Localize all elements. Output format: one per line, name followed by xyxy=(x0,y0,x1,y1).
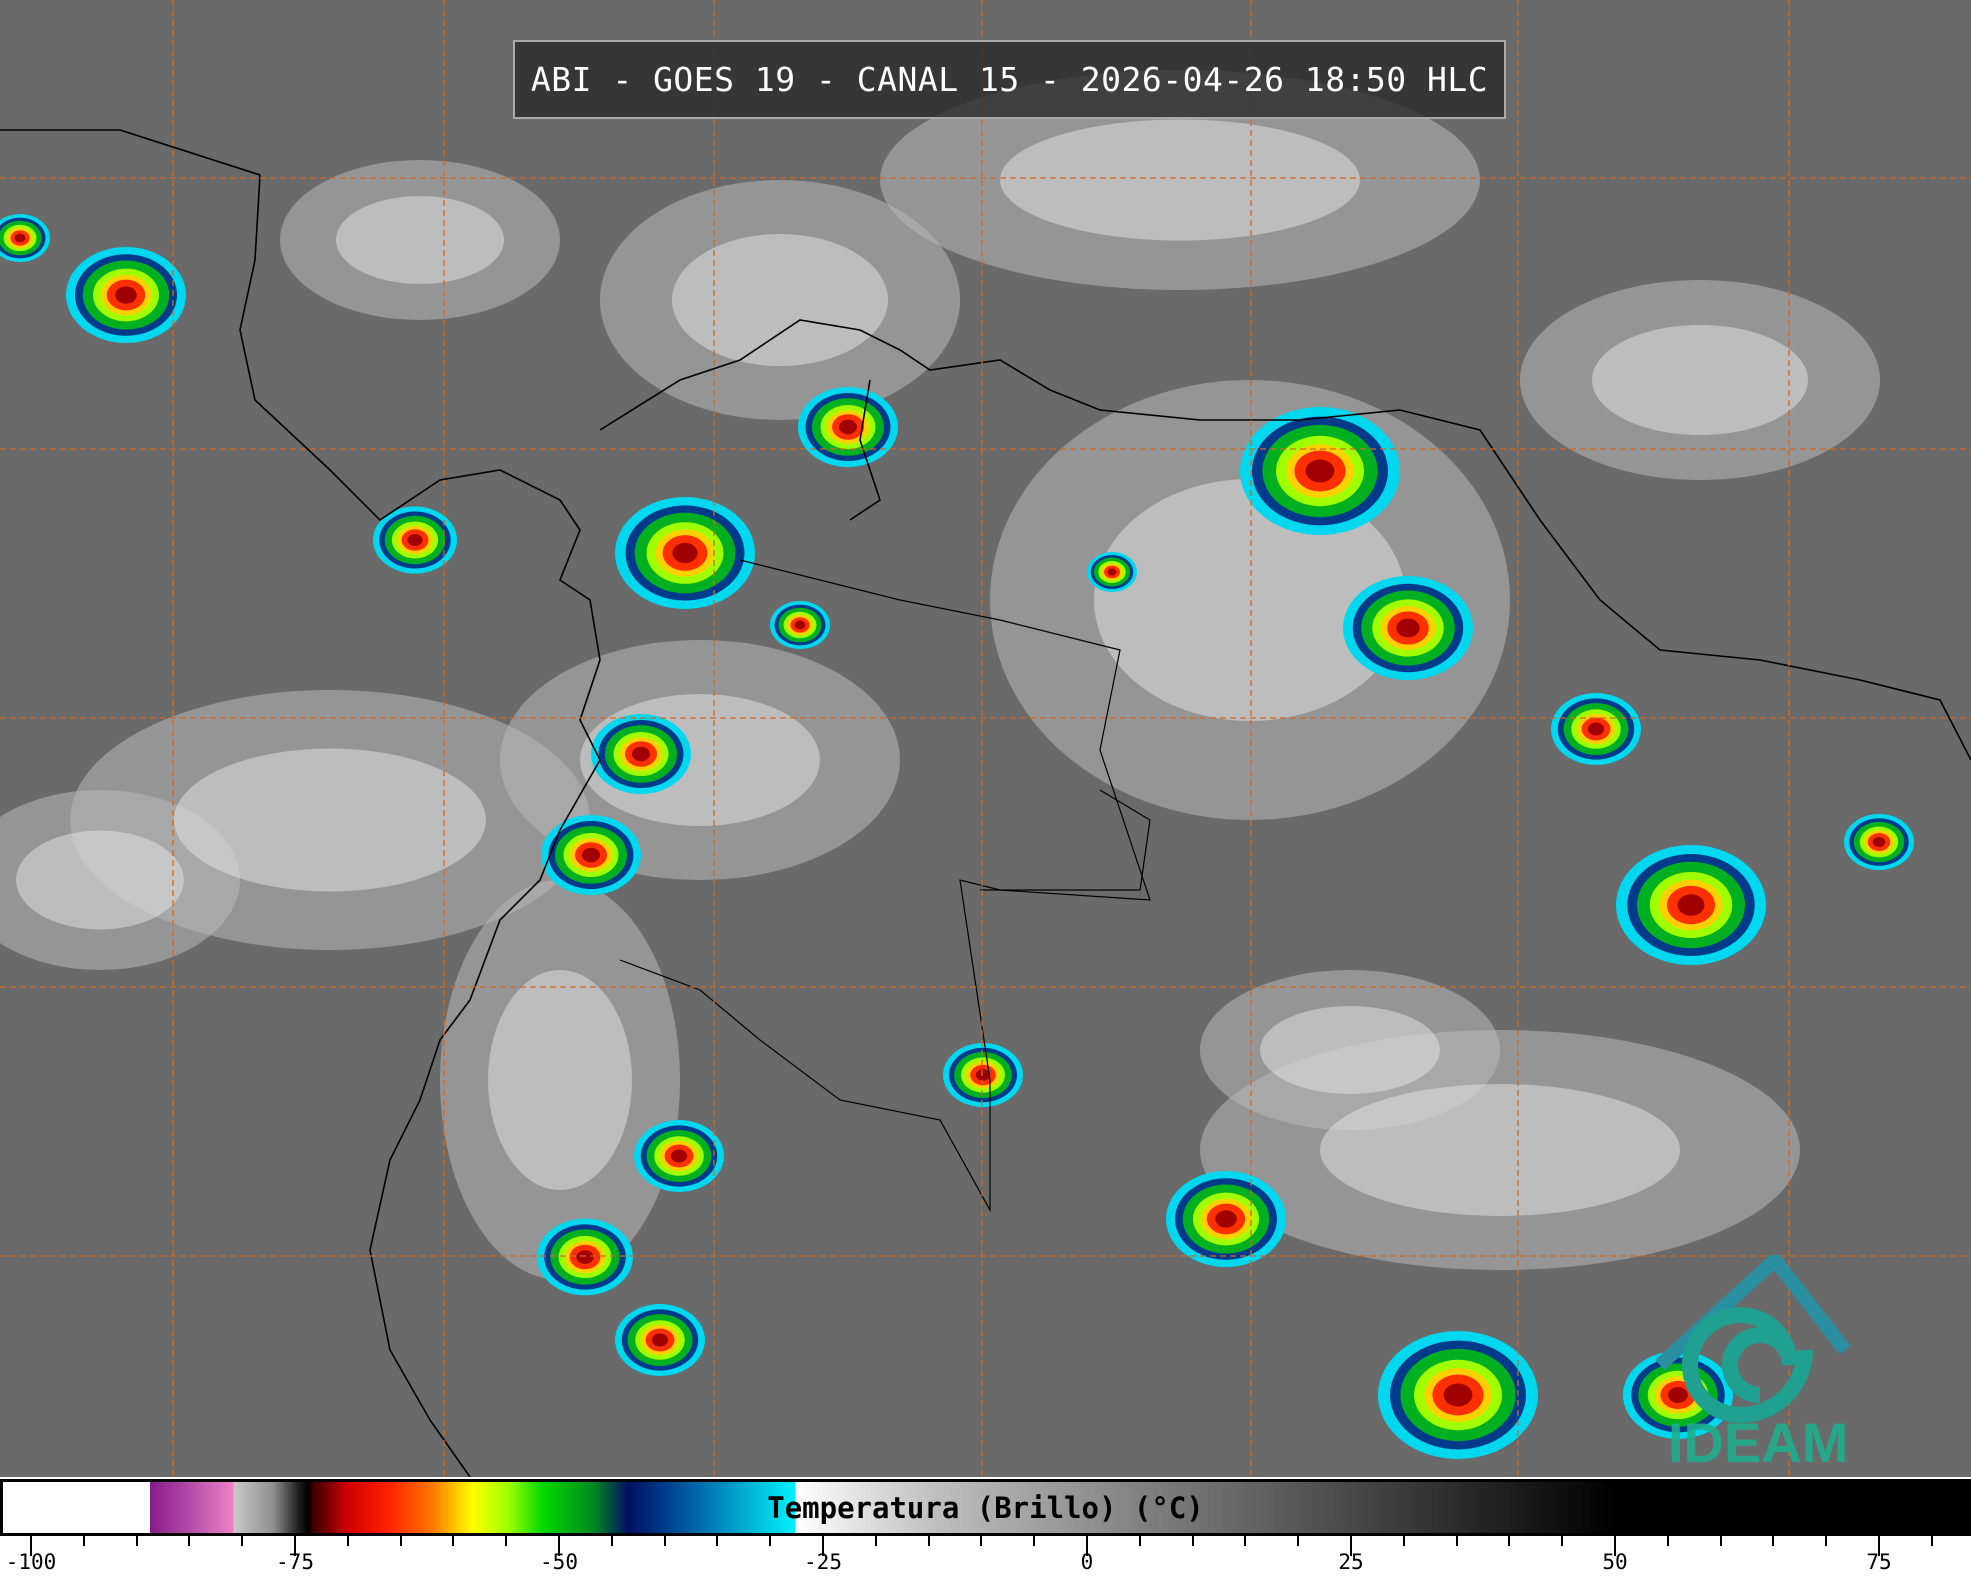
colorbar-tick xyxy=(294,1536,296,1556)
colorbar-tick xyxy=(135,1536,138,1546)
colorbar-tick xyxy=(1825,1536,1828,1546)
cloud-area xyxy=(16,830,184,930)
storm-cell xyxy=(651,1333,669,1347)
colorbar-tick-label: 0 xyxy=(1080,1550,1094,1574)
colorbar-tick-label: -75 xyxy=(276,1550,314,1574)
storm-cell xyxy=(1668,1387,1688,1403)
storm-cell xyxy=(1677,894,1705,916)
colorbar-tick xyxy=(1086,1536,1088,1556)
storm-cell xyxy=(1107,568,1117,576)
colorbar-tick-label: -25 xyxy=(804,1550,842,1574)
colorbar-tick xyxy=(188,1536,191,1546)
colorbar-tick xyxy=(1930,1536,1933,1546)
colorbar-tick xyxy=(1244,1536,1247,1546)
colorbar-tick xyxy=(1455,1536,1458,1546)
colorbar-tick xyxy=(927,1536,930,1546)
colorbar-tick xyxy=(82,1536,85,1546)
colorbar-tick xyxy=(1297,1536,1300,1546)
storm-cell xyxy=(407,533,423,547)
colorbar-tick-label: -100 xyxy=(5,1550,57,1574)
storm-cell xyxy=(582,847,600,863)
storm-cell xyxy=(576,1250,594,1264)
logo-text: IDEAM xyxy=(1668,1411,1849,1474)
colorbar-tick-label: 75 xyxy=(1866,1550,1892,1574)
cloud-area xyxy=(1592,325,1808,435)
coastline xyxy=(849,379,881,521)
colorbar-tick xyxy=(1033,1536,1036,1546)
colorbar-tick-label: 50 xyxy=(1602,1550,1628,1574)
colorbar-tick xyxy=(1878,1536,1880,1556)
colorbar-tick xyxy=(1191,1536,1194,1546)
temperature-colorbar xyxy=(0,1479,1971,1536)
colorbar-tick xyxy=(716,1536,719,1546)
colorbar-tick xyxy=(874,1536,877,1546)
colorbar-label: Temperatura (Brillo) (°C) xyxy=(767,1490,1204,1525)
country-border xyxy=(980,789,1151,891)
colorbar-tick xyxy=(1666,1536,1669,1546)
country-border xyxy=(619,559,1151,1213)
colorbar-tick xyxy=(558,1536,560,1556)
colorbar-tick xyxy=(1350,1536,1352,1556)
cloud-area xyxy=(1260,1006,1440,1094)
storm-cell xyxy=(1872,836,1886,848)
coastline xyxy=(599,319,1971,761)
colorbar-tick xyxy=(241,1536,244,1546)
colorbar-tick xyxy=(610,1536,613,1546)
cloud-area xyxy=(672,234,888,366)
colorbar-tick xyxy=(452,1536,455,1546)
storm-cell xyxy=(839,419,857,435)
colorbar-tick xyxy=(1138,1536,1141,1546)
colorbar-tick xyxy=(30,1536,32,1556)
storm-cell xyxy=(1443,1383,1473,1407)
colorbar-tick xyxy=(505,1536,508,1546)
colorbar-tick xyxy=(399,1536,402,1546)
cloud-area xyxy=(488,970,632,1190)
cloud-area xyxy=(1094,479,1406,721)
coastline xyxy=(0,129,601,1477)
colorbar-tick xyxy=(1719,1536,1722,1546)
image-title: ABI - GOES 19 - CANAL 15 - 2026-04-26 18… xyxy=(513,40,1506,119)
storm-cell xyxy=(794,620,806,630)
colorbar-tick xyxy=(769,1536,772,1546)
satellite-map xyxy=(0,0,1971,1477)
cloud-area xyxy=(1320,1084,1680,1216)
cloud-area xyxy=(174,748,486,892)
colorbar-tick xyxy=(1614,1536,1616,1556)
colorbar-tick xyxy=(1772,1536,1775,1546)
storm-cell xyxy=(1587,722,1605,736)
colorbar-tick xyxy=(1402,1536,1405,1546)
colorbar-tick-label: 25 xyxy=(1338,1550,1364,1574)
colorbar-tick-label: -50 xyxy=(540,1550,578,1574)
colorbar-tick xyxy=(1561,1536,1564,1546)
storm-cell xyxy=(115,286,137,304)
colorbar-tick xyxy=(980,1536,983,1546)
storm-cell xyxy=(14,233,26,243)
storm-cell xyxy=(1215,1210,1237,1228)
cloud-area xyxy=(336,196,504,284)
storm-cell xyxy=(1305,459,1335,483)
storm-cell xyxy=(632,746,650,762)
storm-cell xyxy=(672,542,698,564)
colorbar-tick xyxy=(346,1536,349,1546)
colorbar-tick xyxy=(822,1536,824,1556)
storm-cell xyxy=(1396,618,1420,638)
ideam-logo-icon xyxy=(1655,1255,1851,1424)
storm-cell xyxy=(670,1149,688,1163)
storm-cell xyxy=(975,1069,991,1081)
cloud-area xyxy=(1000,119,1360,241)
colorbar-tick xyxy=(663,1536,666,1546)
colorbar-tick xyxy=(1508,1536,1511,1546)
